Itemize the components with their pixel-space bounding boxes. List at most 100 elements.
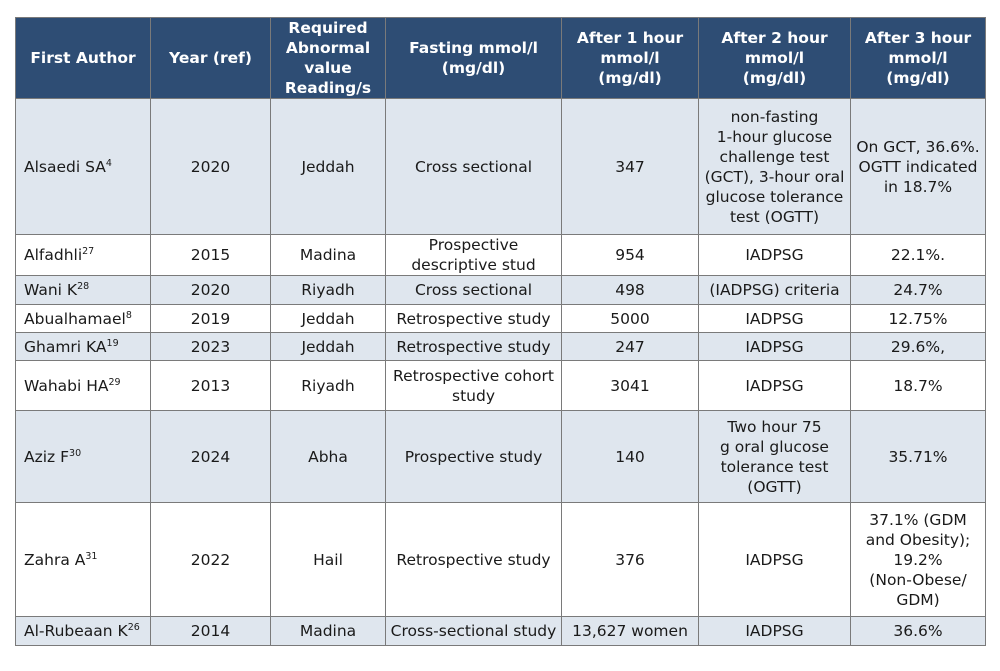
author-name: Abualhamael [24, 309, 126, 328]
study-design-cell-line: Cross sectional [414, 157, 533, 176]
criteria-cell-line: (IADPSG) criteria [709, 281, 840, 299]
study-design-cell-line: Retrospective study [396, 337, 551, 356]
prevalence-cell-line: 37.1% (GDM [869, 510, 967, 529]
table-row: Aziz F30 2024 Abha Prospective study 140 Two … [15, 410, 986, 503]
year-cell: 2023 [150, 332, 271, 361]
study-design-cell: Prospective study [385, 410, 562, 503]
sample-size-cell: 498 [561, 275, 699, 305]
study-design-cell-line: Prospective study [404, 447, 543, 466]
column-header-line: Reading/s [284, 79, 372, 97]
criteria-cell: non-fasting 1-hour glucose challenge test(… [698, 98, 851, 235]
author-cell: Zahra A31 [15, 502, 151, 617]
year-cell: 2019 [150, 304, 271, 333]
prevalence-cell-line: 35.71% [888, 447, 948, 466]
sample-size-cell: 954 [561, 234, 699, 276]
criteria-cell-line: glucose tolerance [705, 187, 844, 206]
study-design-cell: Cross-sectional study [385, 616, 562, 646]
table-row: Wahabi HA29 2013 Riyadh Retrospective cohor… [15, 360, 986, 411]
column-header-line: mmol/l [888, 49, 948, 67]
table-row: Wani K28 2020 Riyadh Cross sectional 498 (IAD… [15, 275, 986, 305]
prevalence-cell: On GCT, 36.6%. OGTT indicated in 18.7% [850, 98, 986, 235]
study-design-cell: Retrospective study [385, 304, 562, 333]
sample-size-cell: 140 [561, 410, 699, 503]
study-design-cell-line: Retrospective study [396, 309, 551, 328]
study-design-cell: Retrospective study [385, 332, 562, 361]
year-cell: 2013 [150, 360, 271, 411]
data-table: First Author Year (ref) Required Abnormal va… [15, 17, 986, 646]
prevalence-cell-line: 24.7% [893, 281, 943, 299]
column-header-line: (mg/dl) [441, 59, 506, 77]
column-header: After 1 hour mmol/l (mg/dl) [561, 17, 699, 99]
criteria-cell-line: (GCT), 3-hour oral [704, 167, 845, 186]
prevalence-cell-line: in 18.7% [883, 177, 953, 196]
author-name: Zahra A [24, 550, 86, 569]
column-header-line: (mg/dl) [598, 69, 662, 87]
prevalence-cell-line: On GCT, 36.6%. [856, 137, 980, 156]
study-design-cell: Cross sectional [385, 98, 562, 235]
prevalence-cell: 29.6%, [850, 332, 986, 361]
author-name: Ghamri KA [24, 337, 107, 356]
column-header: After 3 hour mmol/l (mg/dl) [850, 17, 986, 99]
reference-number: 29 [108, 376, 121, 388]
year-cell: 2020 [150, 275, 271, 305]
sample-size-cell: 347 [561, 98, 699, 235]
table-row: Ghamri KA19 2023 Jeddah Retrospective study… [15, 332, 986, 361]
sample-size-cell: 5000 [561, 304, 699, 333]
criteria-cell-line: IADPSG [745, 309, 804, 328]
prevalence-cell: 18.7% [850, 360, 986, 411]
criteria-cell-line: 1-hour glucose [716, 127, 833, 146]
author-cell: Alfadhli27 [15, 234, 151, 276]
column-header-line: Year (ref) [169, 49, 252, 67]
column-header-line: (mg/dl) [886, 69, 950, 87]
column-header-line: value [304, 59, 352, 77]
criteria-cell-line: tolerance test [720, 457, 829, 476]
reference-number: 4 [105, 157, 112, 169]
study-design-cell-line: Cross sectional [414, 281, 533, 299]
prevalence-cell-line: 19.2% [893, 550, 943, 569]
reference-number: 30 [69, 447, 82, 459]
criteria-cell-line: challenge test [719, 147, 830, 166]
study-design-cell: Prospective descriptive stud [385, 234, 562, 276]
criteria-cell-line: g oral glucose [720, 437, 829, 456]
sample-size-cell: 3041 [561, 360, 699, 411]
study-design-cell: Retrospective study [385, 502, 562, 617]
criteria-cell: IADPSG [698, 234, 851, 276]
author-name: Al-Rubeaan K [24, 622, 128, 640]
study-design-cell-line: Retrospective cohort [393, 366, 554, 385]
prevalence-cell-line: GDM) [896, 590, 940, 609]
prevalence-cell: 36.6% [850, 616, 986, 646]
table-row: Abualhamael8 2019 Jeddah Retrospective stud… [15, 304, 986, 333]
column-header-line: Required [288, 19, 368, 37]
column-header: Required Abnormal value Reading/s [270, 17, 386, 99]
study-design-cell: Retrospective cohort study [385, 360, 562, 411]
city-cell: Riyadh [270, 275, 386, 305]
author-cell: Abualhamael8 [15, 304, 151, 333]
prevalence-cell: 12.75% [850, 304, 986, 333]
author-name: Aziz F [24, 447, 70, 466]
reference-number: 19 [106, 337, 119, 349]
criteria-cell-line: IADPSG [745, 337, 804, 356]
criteria-cell: Two hour 75 g oral glucose tolerance test(… [698, 410, 851, 503]
table-row: Zahra A31 2022 Hail Retrospective study 376 I… [15, 502, 986, 617]
prevalence-cell: 35.71% [850, 410, 986, 503]
prevalence-cell-line: 36.6% [893, 622, 943, 640]
prevalence-cell-line: 22.1%. [890, 246, 946, 264]
column-header-line: After 3 hour [864, 29, 972, 47]
city-cell: Jeddah [270, 98, 386, 235]
reference-number: 26 [127, 622, 140, 633]
criteria-cell-line: Two hour 75 [727, 417, 822, 436]
prevalence-cell: 22.1%. [850, 234, 986, 276]
table-row: Alsaedi SA4 2020 Jeddah Cross sectional 347 n… [15, 98, 986, 235]
criteria-cell-line: test (OGTT) [729, 207, 820, 226]
author-cell: Aziz F30 [15, 410, 151, 503]
criteria-cell-line: non-fasting [730, 107, 819, 126]
author-cell: Al-Rubeaan K26 [15, 616, 151, 646]
column-header-line: Fasting mmol/l [409, 39, 538, 57]
city-cell: Jeddah [270, 332, 386, 361]
prevalence-cell-line: 18.7% [893, 376, 943, 395]
column-header-line: Abnormal [285, 39, 371, 57]
criteria-cell: (IADPSG) criteria [698, 275, 851, 305]
study-design-cell: Cross sectional [385, 275, 562, 305]
year-cell: 2015 [150, 234, 271, 276]
reference-number: 28 [77, 281, 90, 292]
